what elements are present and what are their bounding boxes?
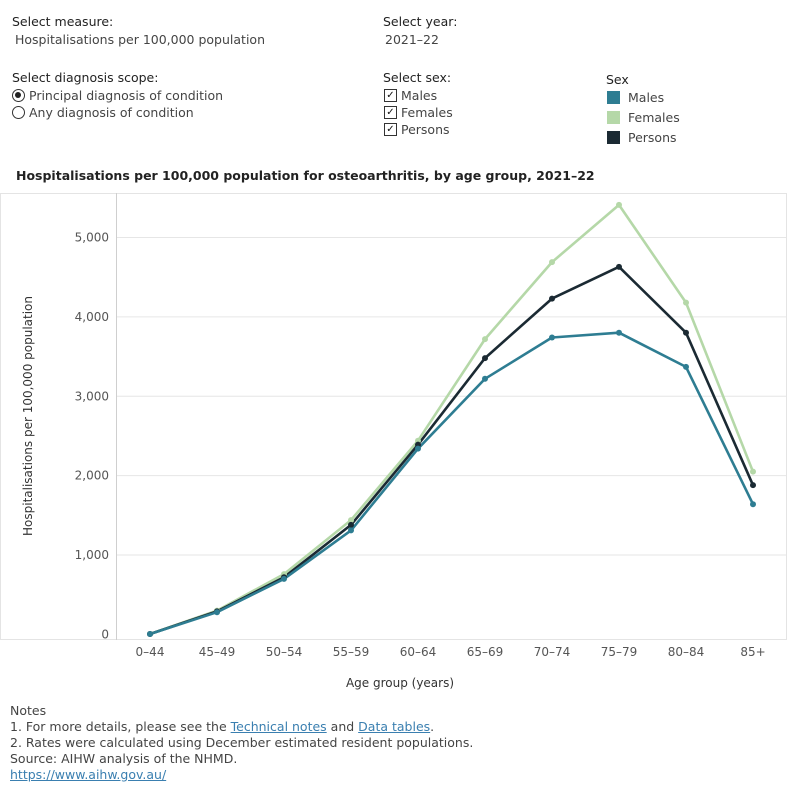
- y-tick-label: 3,000: [75, 389, 109, 403]
- data-point-persons: [616, 263, 622, 270]
- gridlines: [116, 236, 786, 556]
- series-lines: [149, 203, 755, 636]
- data-point-males: [549, 334, 555, 341]
- notes-heading: Notes: [10, 703, 47, 718]
- data-point-females: [348, 517, 354, 524]
- data-point-males: [616, 329, 622, 336]
- chart-frame: [0, 193, 787, 640]
- data-point-males: [750, 501, 756, 508]
- legend-swatch: [607, 110, 620, 124]
- sex-option-males[interactable]: ✓ Males: [384, 87, 453, 104]
- y-tick-labels: 0 1,000 2,000 3,000 4,000 5,000: [75, 230, 109, 641]
- y-axis-label: Hospitalisations per 100,000 population: [21, 296, 35, 536]
- legend-label: Males: [628, 89, 665, 105]
- data-point-females: [549, 259, 555, 266]
- chart-title: Hospitalisations per 100,000 population …: [16, 168, 595, 183]
- scope-option-label: Any diagnosis of condition: [29, 105, 194, 120]
- data-point-females: [616, 201, 622, 208]
- data-point-persons: [549, 295, 555, 302]
- notes-line-2: 2. Rates were calculated using December …: [10, 735, 474, 750]
- series-line-females: [149, 203, 755, 636]
- sex-option-persons[interactable]: ✓ Persons: [384, 121, 453, 138]
- legend-item-females[interactable]: Females: [607, 107, 680, 127]
- scope-label: Select diagnosis scope:: [12, 70, 159, 85]
- y-tick-label: 2,000: [75, 469, 109, 483]
- x-tick-label: 50–54: [266, 645, 303, 659]
- y-tick-label: 5,000: [75, 230, 109, 244]
- x-tick-label: 60–64: [400, 645, 437, 659]
- x-tick-label: 45–49: [199, 645, 236, 659]
- x-tick-labels: 0–44 45–49 50–54 55–59 60–64 65–69 70–74 75–79 8…: [136, 645, 766, 659]
- x-tick-label: 70–74: [534, 645, 571, 659]
- sex-option-label: Persons: [401, 122, 450, 137]
- x-axis-label: Age group (years): [346, 676, 454, 690]
- data-point-persons: [348, 521, 354, 528]
- scope-option-principal[interactable]: Principal diagnosis of condition: [12, 87, 223, 104]
- sex-option-females[interactable]: ✓ Females: [384, 104, 453, 121]
- data-point-males: [415, 445, 421, 452]
- data-point-males: [482, 375, 488, 382]
- data-point-males: [147, 631, 153, 638]
- data-point-females: [750, 468, 756, 475]
- legend: Males Females Persons: [607, 87, 680, 147]
- year-label: Select year:: [383, 14, 458, 29]
- scope-radio-group: Principal diagnosis of condition Any dia…: [12, 87, 223, 121]
- legend-item-persons[interactable]: Persons: [607, 127, 680, 147]
- radio-selected-icon[interactable]: [12, 89, 25, 102]
- y-tick-label: 4,000: [75, 310, 109, 324]
- legend-label: Females: [628, 109, 680, 125]
- notes-line-1: 1. For more details, please see the Tech…: [10, 719, 473, 735]
- data-point-males: [214, 609, 220, 616]
- data-point-persons: [482, 355, 488, 362]
- series-points: [147, 201, 756, 638]
- sex-label: Select sex:: [383, 70, 452, 85]
- scope-option-any[interactable]: Any diagnosis of condition: [12, 104, 223, 121]
- legend-title: Sex: [606, 72, 629, 87]
- y-tick-label: 0: [101, 627, 109, 641]
- x-tick-label: 65–69: [467, 645, 504, 659]
- checkmark-icon[interactable]: ✓: [384, 123, 397, 136]
- series-line-persons: [149, 265, 755, 636]
- sex-option-label: Females: [401, 105, 453, 120]
- series-line-males: [149, 331, 755, 636]
- x-tick-label: 80–84: [668, 645, 705, 659]
- notes-text: .: [430, 719, 435, 734]
- technical-notes-link[interactable]: Technical notes: [230, 719, 327, 734]
- x-tick-label: 0–44: [136, 645, 165, 659]
- sex-option-label: Males: [401, 88, 438, 103]
- source-text: Source: AIHW analysis of the NHMD.: [10, 751, 238, 766]
- legend-label: Persons: [628, 129, 677, 145]
- legend-item-males[interactable]: Males: [607, 87, 680, 107]
- sex-checkbox-group: ✓ Males ✓ Females ✓ Persons: [384, 87, 453, 138]
- checkmark-icon[interactable]: ✓: [384, 89, 397, 102]
- data-point-males: [348, 527, 354, 534]
- x-tick-label: 85+: [740, 645, 765, 659]
- measure-label: Select measure:: [12, 14, 114, 29]
- measure-select[interactable]: Hospitalisations per 100,000 population: [15, 32, 265, 47]
- y-tick-label: 1,000: [75, 548, 109, 562]
- data-tables-link[interactable]: Data tables: [358, 719, 431, 734]
- data-point-persons: [683, 329, 689, 336]
- notes: Notes 1. For more details, please see th…: [10, 703, 473, 783]
- x-tick-label: 75–79: [601, 645, 638, 659]
- x-tick-label: 55–59: [333, 645, 370, 659]
- year-select[interactable]: 2021–22: [385, 32, 439, 47]
- checkmark-icon[interactable]: ✓: [384, 106, 397, 119]
- data-point-females: [482, 336, 488, 343]
- radio-unselected-icon[interactable]: [12, 106, 25, 119]
- scope-option-label: Principal diagnosis of condition: [29, 88, 224, 103]
- data-point-females: [683, 299, 689, 306]
- notes-text: 1. For more details, please see the: [10, 719, 231, 734]
- legend-swatch: [607, 90, 620, 104]
- data-point-males: [281, 575, 287, 582]
- legend-swatch: [607, 130, 620, 144]
- data-point-males: [683, 363, 689, 370]
- notes-text: and: [326, 719, 359, 734]
- aihw-url-link[interactable]: https://www.aihw.gov.au/: [10, 767, 167, 782]
- data-point-persons: [750, 482, 756, 489]
